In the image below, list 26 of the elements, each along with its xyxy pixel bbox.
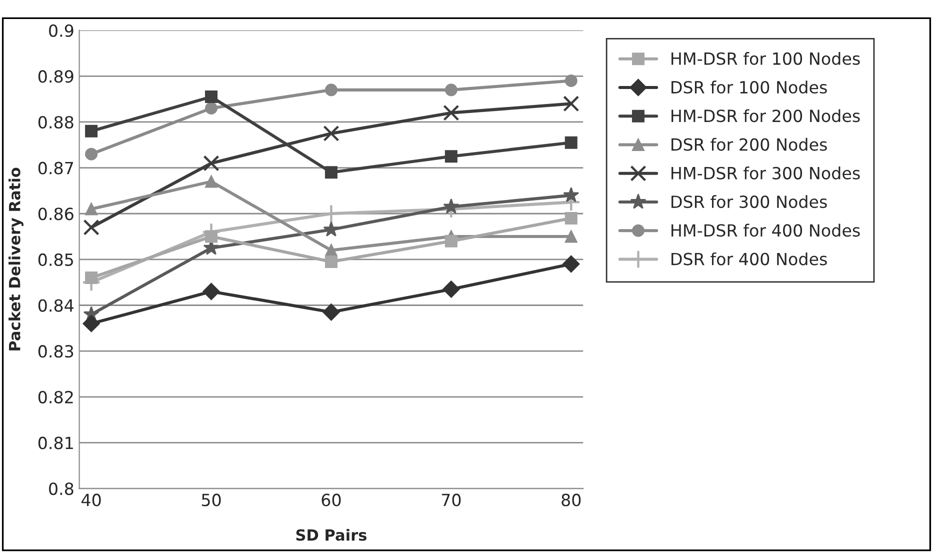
- legend-label: DSR for 200 Nodes: [672, 138, 827, 151]
- legend-label: HM-DSR for 200 Nodes: [672, 109, 860, 122]
- legend-label: HM-DSR for 400 Nodes: [672, 224, 860, 237]
- y-tick-label: 0.89: [38, 70, 74, 83]
- x-tick-label: 70: [442, 494, 461, 506]
- legend-label: DSR for 100 Nodes: [672, 80, 827, 94]
- x-tick-label: 80: [562, 494, 581, 506]
- y-tick-label: 0.83: [38, 345, 74, 358]
- y-tick-label: 0.81: [38, 436, 73, 450]
- y-tick-label: 0.87: [38, 162, 74, 174]
- y-tick-label: 0.82: [38, 390, 73, 404]
- y-tick-label: 0.9: [49, 24, 74, 37]
- x-tick-label: 40: [82, 494, 101, 506]
- x-tick-label: 60: [322, 494, 341, 506]
- y-tick-label: 0.88: [38, 116, 74, 129]
- legend-label: DSR for 300 Nodes: [672, 195, 827, 208]
- y-axis-title: Packet Delivery Ratio: [8, 168, 24, 350]
- legend-label: HM-DSR for 300 Nodes: [672, 166, 860, 180]
- y-tick-label: 0.84: [38, 299, 74, 312]
- y-tick-label: 0.85: [38, 253, 73, 266]
- x-tick-label: 50: [202, 494, 221, 506]
- y-tick-label: 0.86: [38, 208, 74, 220]
- legend-label: DSR for 400 Nodes: [672, 252, 827, 266]
- x-axis-title: SD Pairs: [296, 528, 366, 541]
- y-tick-label: 0.8: [49, 482, 74, 496]
- legend-label: HM-DSR for 100 Nodes: [672, 52, 860, 65]
